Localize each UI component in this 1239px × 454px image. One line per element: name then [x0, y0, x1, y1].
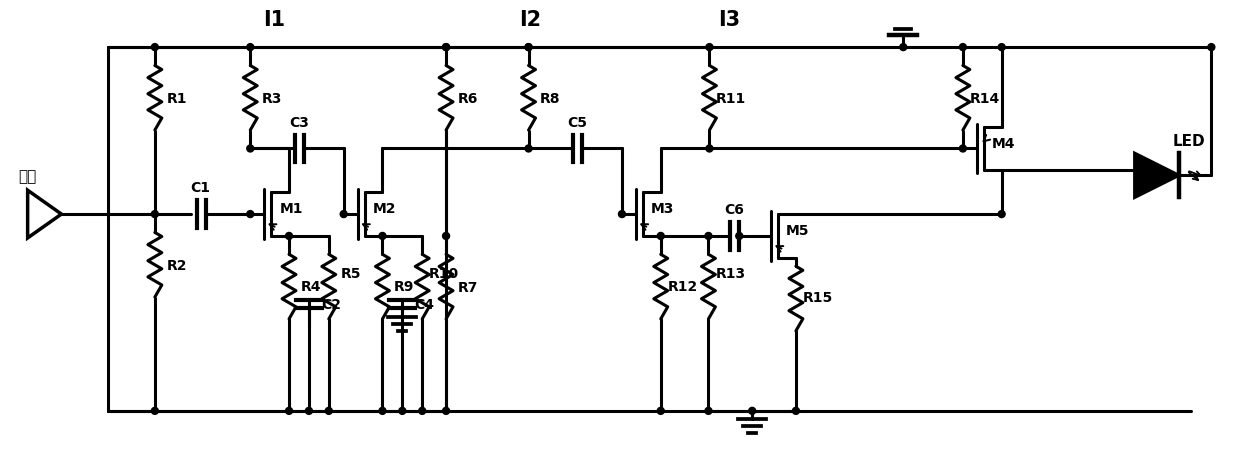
Text: R4: R4: [301, 280, 321, 294]
Circle shape: [900, 44, 907, 50]
Text: R3: R3: [261, 92, 282, 106]
Circle shape: [706, 145, 712, 152]
Text: R2: R2: [166, 259, 187, 273]
Circle shape: [419, 407, 426, 415]
Text: R11: R11: [716, 92, 746, 106]
Text: C6: C6: [725, 203, 745, 217]
Circle shape: [442, 44, 450, 50]
Text: I2: I2: [519, 10, 541, 30]
Text: R15: R15: [803, 291, 833, 305]
Circle shape: [379, 232, 385, 239]
Text: M3: M3: [650, 202, 674, 216]
Text: R8: R8: [540, 92, 561, 106]
Text: I3: I3: [719, 10, 741, 30]
Circle shape: [285, 407, 292, 415]
Circle shape: [442, 232, 450, 239]
Text: R10: R10: [429, 266, 460, 281]
Circle shape: [959, 44, 966, 50]
Circle shape: [705, 407, 712, 415]
Circle shape: [151, 407, 159, 415]
Text: LED: LED: [1172, 134, 1204, 149]
Circle shape: [285, 232, 292, 239]
Text: 输入: 输入: [19, 169, 37, 184]
Circle shape: [1208, 44, 1214, 50]
Circle shape: [247, 145, 254, 152]
Circle shape: [999, 44, 1005, 50]
Circle shape: [399, 407, 406, 415]
Text: C4: C4: [414, 297, 434, 311]
Text: M2: M2: [373, 202, 396, 216]
Polygon shape: [1135, 153, 1178, 197]
Circle shape: [442, 44, 450, 50]
Text: R13: R13: [715, 266, 746, 281]
Circle shape: [151, 211, 159, 217]
Text: R14: R14: [970, 92, 1000, 106]
Circle shape: [326, 407, 332, 415]
Circle shape: [705, 232, 712, 239]
Circle shape: [736, 232, 742, 239]
Circle shape: [657, 232, 664, 239]
Text: R7: R7: [457, 281, 478, 295]
Circle shape: [525, 44, 532, 50]
Text: R6: R6: [457, 92, 478, 106]
Text: I1: I1: [263, 10, 285, 30]
Circle shape: [525, 145, 532, 152]
Text: M5: M5: [787, 224, 809, 238]
Circle shape: [706, 44, 712, 50]
Circle shape: [525, 44, 532, 50]
Text: C3: C3: [289, 116, 309, 130]
Text: R9: R9: [394, 280, 415, 294]
Text: R5: R5: [341, 266, 361, 281]
Circle shape: [306, 407, 312, 415]
Text: R12: R12: [668, 280, 698, 294]
Text: C5: C5: [567, 116, 587, 130]
Circle shape: [247, 211, 254, 217]
Circle shape: [618, 211, 626, 217]
Text: R1: R1: [166, 92, 187, 106]
Text: M4: M4: [992, 137, 1016, 151]
Text: M1: M1: [279, 202, 302, 216]
Circle shape: [247, 44, 254, 50]
Circle shape: [999, 211, 1005, 217]
Text: C2: C2: [321, 297, 341, 311]
Circle shape: [151, 44, 159, 50]
Circle shape: [748, 407, 756, 415]
Circle shape: [341, 211, 347, 217]
Circle shape: [793, 407, 799, 415]
Text: C1: C1: [191, 181, 211, 195]
Circle shape: [657, 407, 664, 415]
Circle shape: [442, 407, 450, 415]
Circle shape: [379, 407, 385, 415]
Circle shape: [959, 145, 966, 152]
